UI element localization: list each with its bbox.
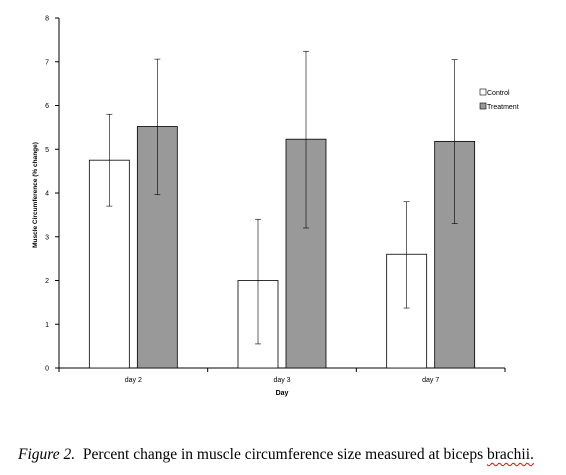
y-tick-label: 6 xyxy=(45,103,49,110)
y-tick-label: 7 xyxy=(45,59,49,66)
x-tick-label: day 3 xyxy=(273,377,290,384)
y-tick-label: 8 xyxy=(45,16,49,23)
y-tick-label: 5 xyxy=(45,147,49,154)
legend-label-treatment: Treatment xyxy=(487,104,519,111)
y-tick-label: 1 xyxy=(45,322,49,329)
figure-caption: Figure 2. Percent change in muscle circu… xyxy=(18,446,534,464)
x-tick-label: day 2 xyxy=(125,377,142,384)
y-tick-label: 0 xyxy=(45,366,49,373)
y-tick-label: 3 xyxy=(45,234,49,241)
bar-chart: 0 1 2 3 4 5 6 7 8 day 2 day 3 day 7 Day Muscle Circum… xyxy=(32,16,519,398)
legend-label-control: Control xyxy=(487,90,510,97)
caption-text: Percent change in muscle circumference s… xyxy=(82,446,484,463)
x-axis-label: Day xyxy=(276,390,289,397)
y-tick-label: 2 xyxy=(45,278,49,285)
legend-swatch-treatment xyxy=(479,102,487,110)
caption-figure-label: Figure 2. xyxy=(18,446,76,463)
x-tick-label: day 7 xyxy=(422,377,439,384)
legend-swatch-control xyxy=(479,88,487,96)
y-axis-label: Muscle Circumference (% change) xyxy=(32,142,39,248)
caption-text-last-word: brachii. xyxy=(486,446,534,463)
y-tick-label: 4 xyxy=(45,191,49,198)
